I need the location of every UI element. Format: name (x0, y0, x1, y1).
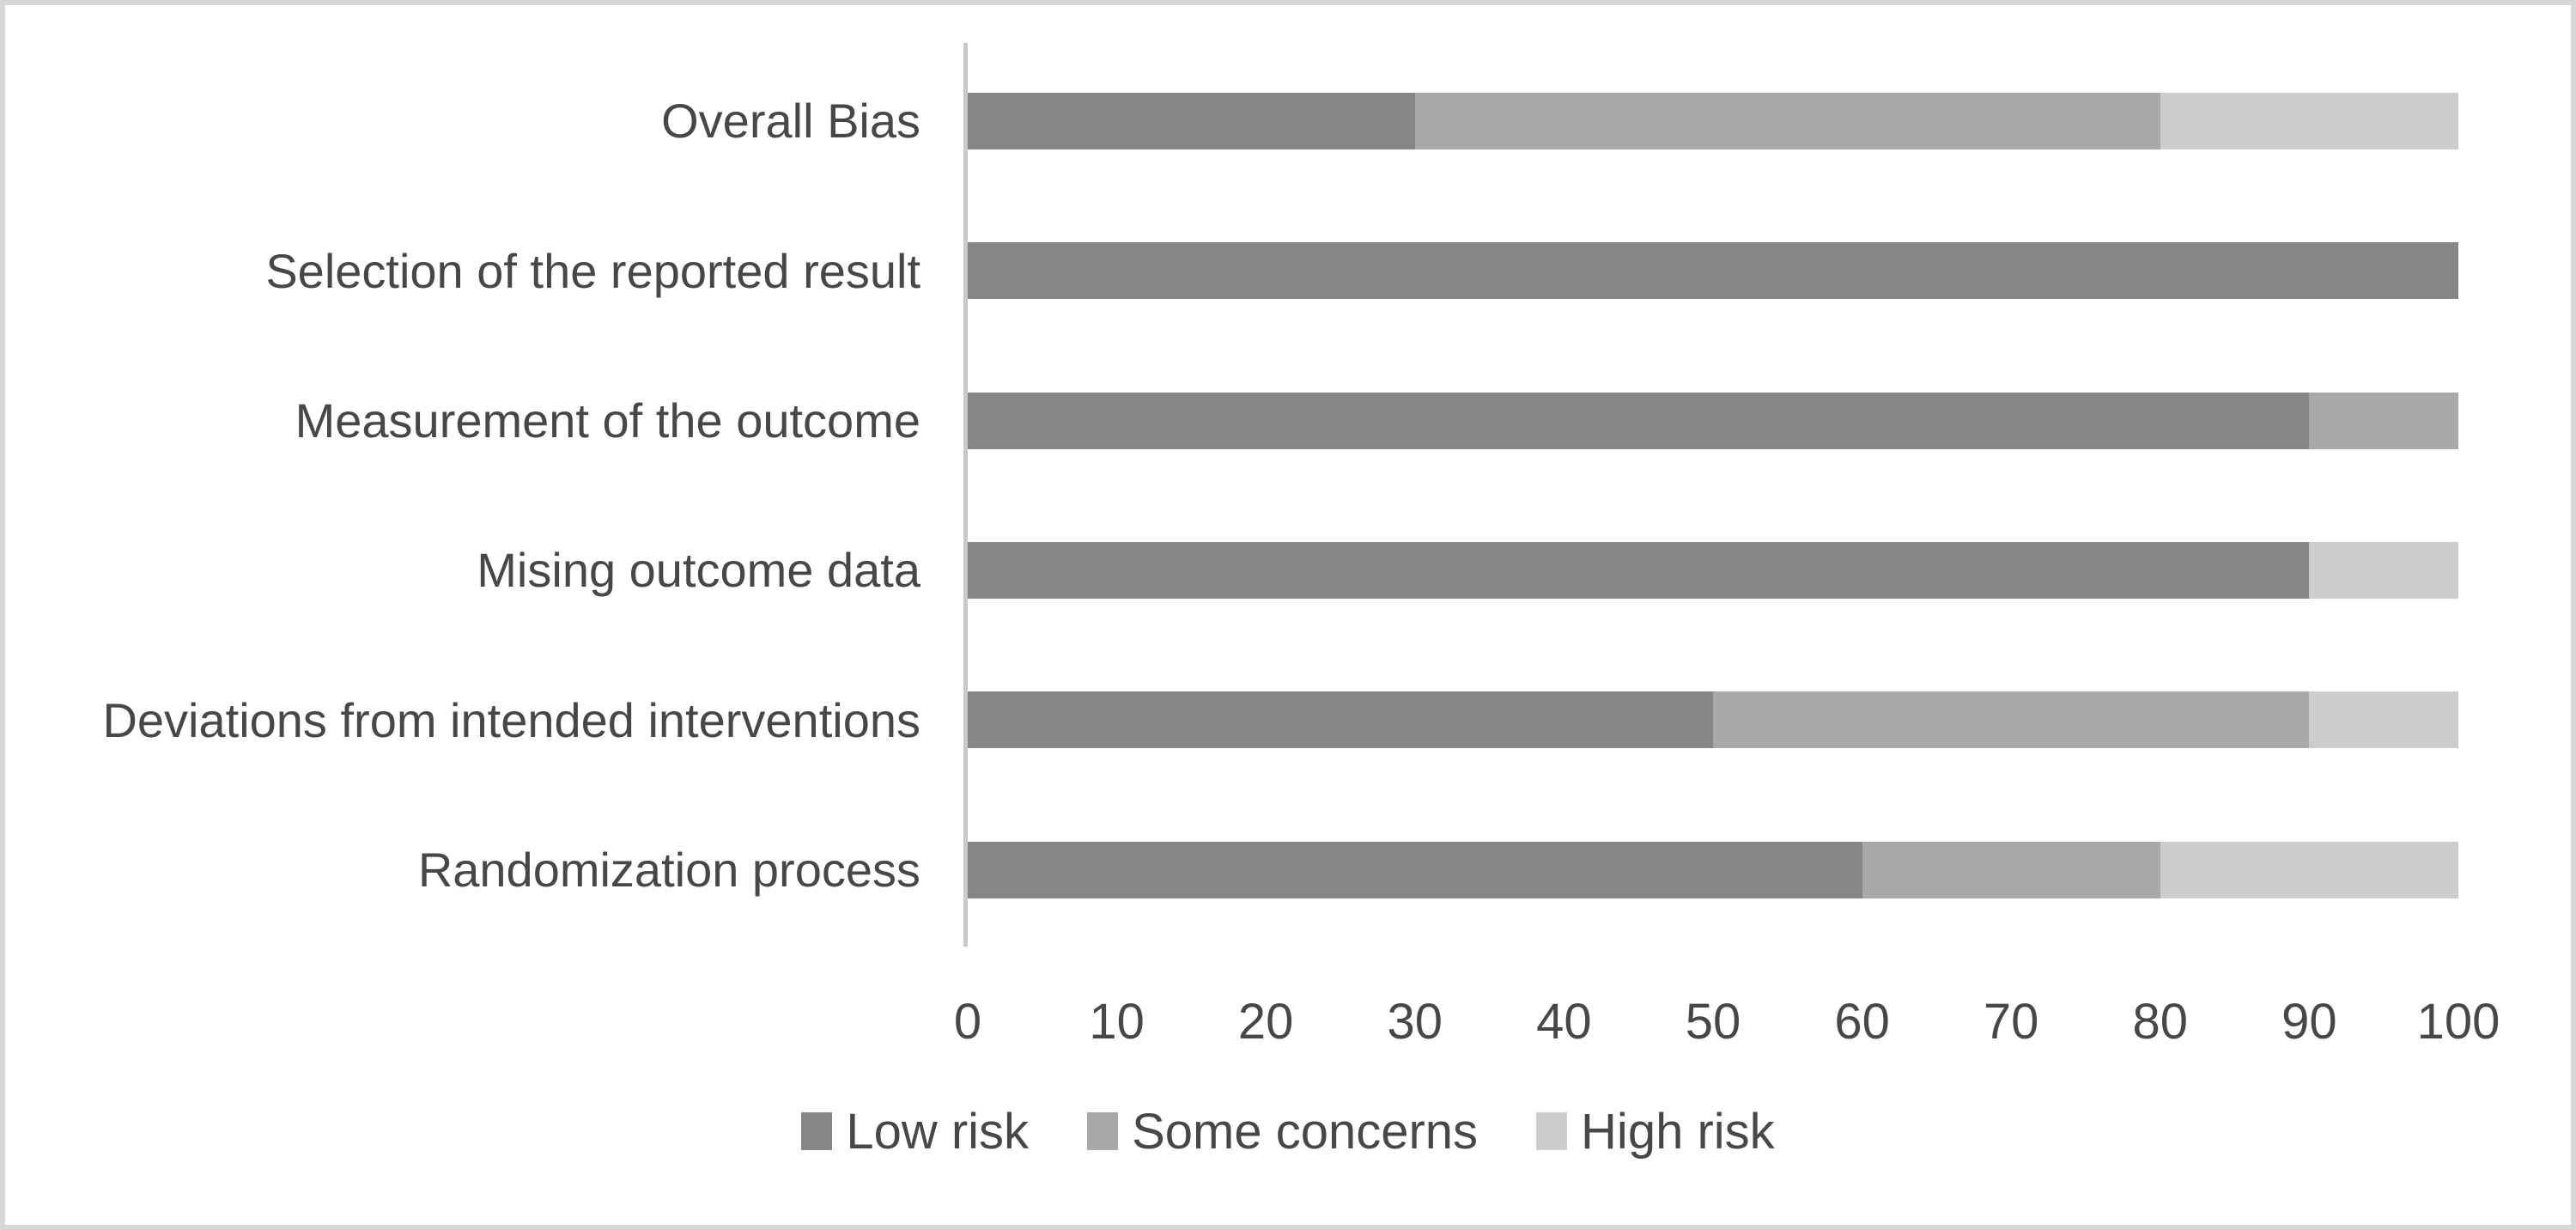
bar-segment-low-risk (968, 691, 1713, 749)
x-tick-label: 60 (1834, 994, 1890, 1050)
legend-item-some-concerns: Some concerns (1087, 1103, 1478, 1160)
legend-label: High risk (1581, 1103, 1775, 1160)
plot-rows: Overall Bias Selection of the reported re… (5, 46, 2571, 945)
legend-swatch-some-concerns (1087, 1112, 1119, 1150)
x-axis-ticks: 0 10 20 30 40 50 60 70 80 90 100 (954, 993, 2500, 1053)
bar-segment-high-risk (2160, 93, 2458, 150)
category-label: Selection of the reported result (265, 243, 920, 298)
x-tick-label: 40 (1536, 994, 1592, 1050)
bar-segment-low-risk (968, 93, 1415, 150)
x-tick-label: 30 (1387, 994, 1443, 1050)
bar-segment-low-risk (968, 392, 2310, 449)
bar-track (968, 691, 2458, 749)
bar-segment-some-concerns (1713, 691, 2310, 749)
bar-segment-low-risk (968, 242, 2458, 300)
x-tick-label: 0 (953, 994, 982, 1050)
chart-row: Measurement of the outcome (5, 346, 2571, 496)
bar-segment-some-concerns (1414, 93, 2160, 150)
bar-segment-high-risk (2160, 841, 2458, 898)
bar-segment-low-risk (968, 542, 2310, 600)
bar-segment-low-risk (968, 841, 1862, 898)
category-label: Mising outcome data (477, 543, 920, 598)
x-tick-label: 70 (1983, 994, 2039, 1050)
x-tick-label: 80 (2132, 994, 2189, 1050)
chart-row: Overall Bias (5, 46, 2571, 196)
bar-track (968, 242, 2458, 300)
x-tick-label: 10 (1089, 994, 1145, 1050)
x-tick-label: 90 (2281, 994, 2337, 1050)
y-axis-line (963, 43, 968, 947)
x-tick-label: 20 (1237, 994, 1294, 1050)
x-tick-label: 100 (2416, 994, 2500, 1050)
category-label: Deviations from intended interventions (102, 692, 920, 747)
chart-row: Selection of the reported result (5, 196, 2571, 345)
chart-row: Deviations from intended interventions (5, 645, 2571, 795)
bar-track (968, 93, 2458, 150)
legend-item-low-risk: Low risk (801, 1103, 1029, 1160)
legend: Low risk Some concerns High risk (5, 1094, 2571, 1168)
chart-row: Randomization process (5, 795, 2571, 945)
bar-segment-high-risk (2309, 542, 2458, 600)
legend-label: Low risk (846, 1103, 1030, 1160)
bar-segment-high-risk (2309, 691, 2458, 749)
legend-swatch-low-risk (801, 1112, 833, 1150)
bar-segment-some-concerns (1862, 841, 2160, 898)
bar-track (968, 542, 2458, 600)
category-label: Randomization process (417, 843, 920, 897)
legend-item-high-risk: High risk (1536, 1103, 1775, 1160)
bar-track (968, 392, 2458, 449)
legend-swatch-high-risk (1536, 1112, 1568, 1150)
category-label: Overall Bias (661, 94, 920, 149)
chart-row: Mising outcome data (5, 496, 2571, 645)
bar-track (968, 841, 2458, 898)
category-label: Measurement of the outcome (295, 393, 920, 448)
x-tick-label: 50 (1685, 994, 1741, 1050)
bar-segment-some-concerns (2309, 392, 2458, 449)
legend-label: Some concerns (1132, 1103, 1479, 1160)
